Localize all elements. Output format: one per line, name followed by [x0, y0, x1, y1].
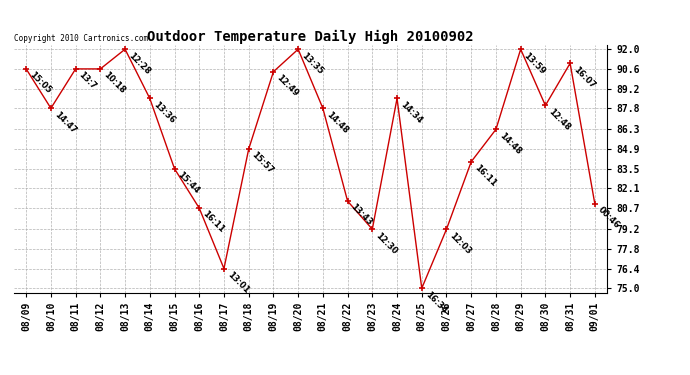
Text: 16:11: 16:11	[473, 163, 498, 189]
Text: 12:03: 12:03	[448, 231, 473, 256]
Text: 12:28: 12:28	[126, 51, 152, 76]
Text: 13:43: 13:43	[349, 202, 374, 228]
Text: Copyright 2010 Cartronics.com: Copyright 2010 Cartronics.com	[14, 33, 148, 42]
Text: 00:46: 00:46	[596, 205, 622, 231]
Text: 13:59: 13:59	[522, 51, 547, 76]
Text: 10:18: 10:18	[101, 70, 127, 96]
Text: 16:11: 16:11	[201, 210, 226, 235]
Text: 12:48: 12:48	[546, 107, 572, 132]
Text: 14:34: 14:34	[398, 100, 424, 125]
Text: 13:36: 13:36	[151, 100, 177, 125]
Text: 12:30: 12:30	[374, 231, 399, 256]
Text: 14:47: 14:47	[52, 110, 77, 135]
Text: 14:48: 14:48	[497, 131, 522, 156]
Text: 12:49: 12:49	[275, 73, 300, 98]
Text: 13:01: 13:01	[226, 270, 250, 295]
Title: Outdoor Temperature Daily High 20100902: Outdoor Temperature Daily High 20100902	[147, 30, 474, 44]
Text: 15:05: 15:05	[28, 70, 53, 96]
Text: 15:44: 15:44	[176, 170, 201, 195]
Text: 13:7: 13:7	[77, 70, 98, 92]
Text: 13:35: 13:35	[299, 51, 325, 76]
Text: 16:34: 16:34	[423, 290, 448, 315]
Text: 16:07: 16:07	[571, 64, 597, 90]
Text: 14:48: 14:48	[324, 110, 350, 135]
Text: 15:57: 15:57	[250, 150, 275, 176]
